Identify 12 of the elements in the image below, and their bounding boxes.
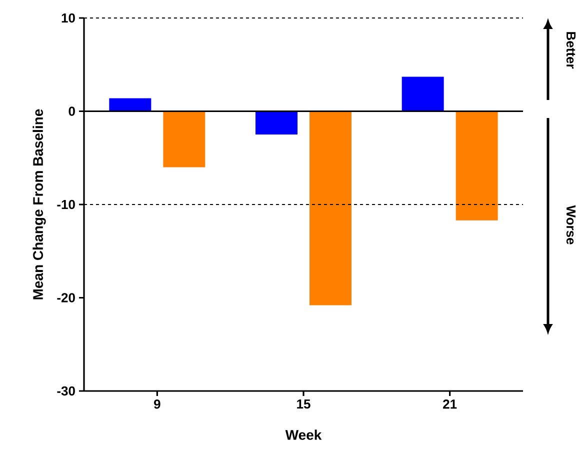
text: Worse [566,205,576,244]
x-tick-label: 15 [297,400,310,409]
y-tick-label: -10 [57,200,75,210]
y-tick-label: 0 [68,106,75,116]
y-axis-title: Mean Change From Baseline [32,109,46,300]
x-tick-label: 9 [154,400,160,409]
y-tick-label: -20 [57,293,75,302]
text: Better [566,32,576,69]
x-axis-title: Week [285,430,322,440]
y-tick-label: 10 [62,13,75,23]
y-tick-label: -30 [57,386,75,396]
x-tick-label: 21 [443,400,457,409]
